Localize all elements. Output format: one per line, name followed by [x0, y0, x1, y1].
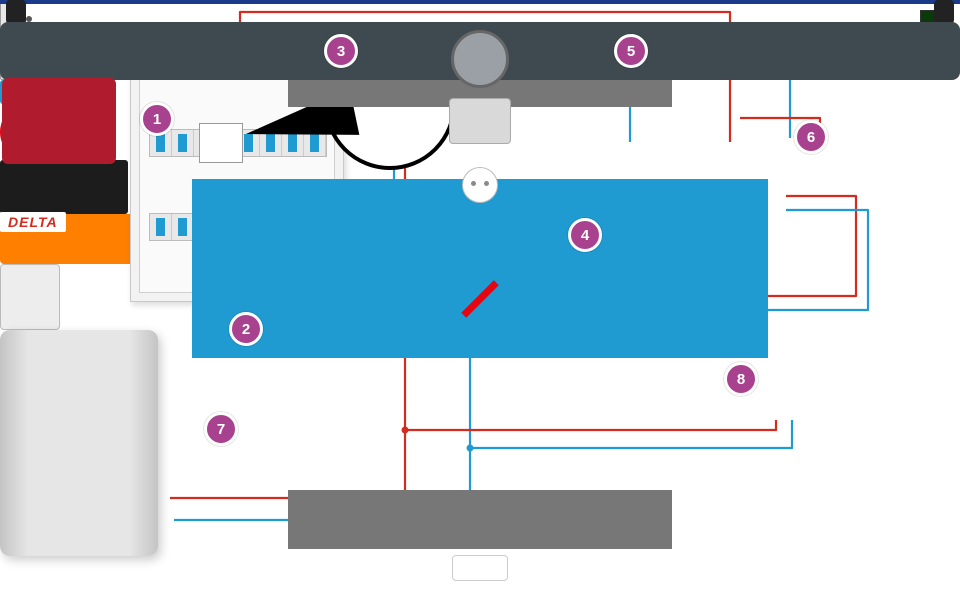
badge-8: 8 — [724, 362, 758, 396]
badge-1: 1 — [140, 102, 174, 136]
badge-7: 7 — [204, 412, 238, 446]
badge-6: 6 — [794, 120, 828, 154]
badge-3: 3 — [324, 34, 358, 68]
badge-4: 4 — [568, 218, 602, 252]
badge-5: 5 — [614, 34, 648, 68]
wiring-diagram: { "canvas":{"w":960,"h":597,"bg":"#fffff… — [0, 0, 960, 597]
badge-2: 2 — [229, 312, 263, 346]
